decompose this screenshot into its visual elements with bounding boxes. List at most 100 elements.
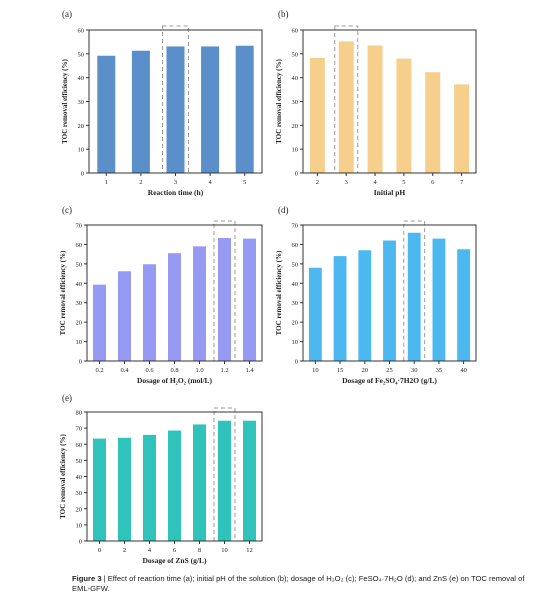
y-tick-label: 30 bbox=[76, 300, 83, 307]
x-tick-label: 40 bbox=[460, 367, 467, 374]
bar bbox=[218, 420, 231, 541]
bar bbox=[168, 430, 181, 541]
x-tick-label: 0.8 bbox=[170, 367, 178, 374]
x-tick-label: 30 bbox=[411, 367, 418, 374]
x-tick-label: 5 bbox=[402, 179, 405, 186]
x-tick-label: 2 bbox=[123, 547, 126, 554]
panel-label: (b) bbox=[278, 9, 289, 19]
y-tick-label: 10 bbox=[292, 147, 299, 154]
y-tick-label: 20 bbox=[76, 506, 83, 513]
panel-label: (d) bbox=[278, 205, 289, 215]
y-tick-label: 50 bbox=[78, 51, 85, 58]
x-tick-label: 20 bbox=[362, 367, 369, 374]
bar bbox=[193, 246, 206, 361]
x-tick-label: 4 bbox=[373, 179, 377, 186]
chart-panel-d: (d) 0 10 20 30 40 50 60 70 10 15 20 25 30 35 40 Dosage o… bbox=[275, 205, 477, 385]
y-tick-label: 60 bbox=[78, 28, 85, 35]
y-tick-label: 20 bbox=[76, 320, 83, 327]
bar bbox=[454, 84, 470, 173]
bar bbox=[201, 46, 220, 173]
bar bbox=[338, 41, 354, 173]
x-axis-label: Dosage of H₂O₂ (mol/L) bbox=[137, 376, 213, 385]
y-tick-label: 30 bbox=[78, 99, 85, 106]
x-tick-label: 1.2 bbox=[220, 367, 228, 374]
y-axis-label: TOC removal efficiency (%) bbox=[59, 250, 67, 335]
y-tick-label: 70 bbox=[76, 426, 83, 433]
caption-text: | Effect of reaction time (a); initial p… bbox=[72, 574, 525, 593]
bar bbox=[143, 264, 156, 361]
y-tick-label: 0 bbox=[79, 359, 82, 366]
y-tick-label: 30 bbox=[76, 490, 83, 497]
highlight-box bbox=[334, 25, 359, 174]
plot-frame bbox=[302, 224, 477, 362]
x-tick-label: 0 bbox=[98, 547, 101, 554]
y-tick-label: 30 bbox=[292, 300, 299, 307]
panel-label: (e) bbox=[62, 393, 72, 403]
x-tick-label: 1.0 bbox=[195, 367, 203, 374]
y-tick-label: 0 bbox=[81, 171, 84, 178]
chart-panel-a: (a) 0 10 20 30 40 50 60 1 2 3 4 5 Reaction time (h) TO… bbox=[61, 9, 263, 197]
y-tick-label: 40 bbox=[292, 281, 299, 288]
y-tick-label: 50 bbox=[76, 261, 83, 268]
y-tick-label: 50 bbox=[292, 51, 299, 58]
caption-label: Figure 3 bbox=[72, 574, 102, 583]
y-tick-label: 40 bbox=[76, 281, 83, 288]
bar bbox=[333, 256, 347, 361]
bar bbox=[432, 238, 446, 361]
y-tick-label: 30 bbox=[292, 99, 299, 106]
y-axis-label: TOC removal efficiency (%) bbox=[59, 433, 67, 518]
y-tick-label: 10 bbox=[76, 522, 83, 529]
x-tick-label: 25 bbox=[386, 367, 393, 374]
bar bbox=[143, 434, 156, 541]
y-tick-label: 60 bbox=[76, 242, 83, 249]
bar bbox=[425, 72, 441, 173]
x-tick-label: 0.6 bbox=[145, 367, 154, 374]
bar bbox=[131, 50, 150, 173]
bar bbox=[407, 232, 421, 361]
x-tick-label: 0.4 bbox=[120, 367, 129, 374]
bar bbox=[235, 45, 254, 174]
x-tick-label: 7 bbox=[460, 179, 464, 186]
bar bbox=[93, 284, 106, 361]
x-tick-label: 3 bbox=[345, 179, 348, 186]
x-tick-label: 0.2 bbox=[95, 367, 103, 374]
x-tick-label: 10 bbox=[221, 547, 228, 554]
bar bbox=[97, 55, 116, 173]
x-tick-label: 6 bbox=[173, 547, 177, 554]
x-tick-label: 4 bbox=[208, 179, 212, 186]
x-axis-label: Reaction time (h) bbox=[148, 188, 204, 197]
bar bbox=[218, 238, 231, 361]
chart-panel-e: (e) 0 10 20 30 40 50 60 70 80 0 2 4 6 8 10 12 Dosage of Z… bbox=[59, 393, 263, 565]
y-tick-label: 40 bbox=[76, 474, 83, 481]
bar bbox=[383, 240, 396, 361]
y-tick-label: 50 bbox=[292, 261, 299, 268]
x-tick-label: 1 bbox=[105, 179, 108, 186]
bar bbox=[118, 271, 131, 361]
figure-caption: Figure 3 | Effect of reaction time (a); … bbox=[72, 574, 542, 594]
bar bbox=[118, 437, 131, 541]
bar bbox=[308, 267, 322, 361]
y-tick-label: 10 bbox=[292, 339, 299, 346]
bar bbox=[309, 57, 325, 174]
y-tick-label: 60 bbox=[292, 242, 299, 249]
x-axis-label: Dosage of ZnS (g/L) bbox=[143, 556, 207, 565]
plot-frame bbox=[86, 411, 263, 542]
y-tick-label: 10 bbox=[78, 147, 85, 154]
y-axis-label: TOC removal efficiency (%) bbox=[275, 58, 283, 143]
y-tick-label: 0 bbox=[295, 359, 298, 366]
plot-frame bbox=[86, 224, 263, 362]
y-axis-label: TOC removal efficiency (%) bbox=[275, 250, 283, 335]
x-tick-label: 10 bbox=[312, 367, 319, 374]
y-tick-label: 70 bbox=[292, 223, 299, 230]
x-tick-label: 5 bbox=[243, 179, 246, 186]
x-axis-label: Initial pH bbox=[374, 188, 406, 197]
y-tick-label: 50 bbox=[76, 458, 83, 465]
bar bbox=[243, 238, 256, 361]
y-tick-label: 0 bbox=[79, 539, 82, 546]
chart-panel-c: (c) 0 10 20 30 40 50 60 70 0.2 0.4 0.6 0.8 1.0 1.2 1.4 D… bbox=[59, 205, 263, 385]
bar bbox=[93, 438, 106, 541]
bar bbox=[243, 420, 256, 541]
bar bbox=[358, 250, 372, 361]
x-tick-label: 6 bbox=[431, 179, 435, 186]
x-tick-label: 8 bbox=[198, 547, 201, 554]
